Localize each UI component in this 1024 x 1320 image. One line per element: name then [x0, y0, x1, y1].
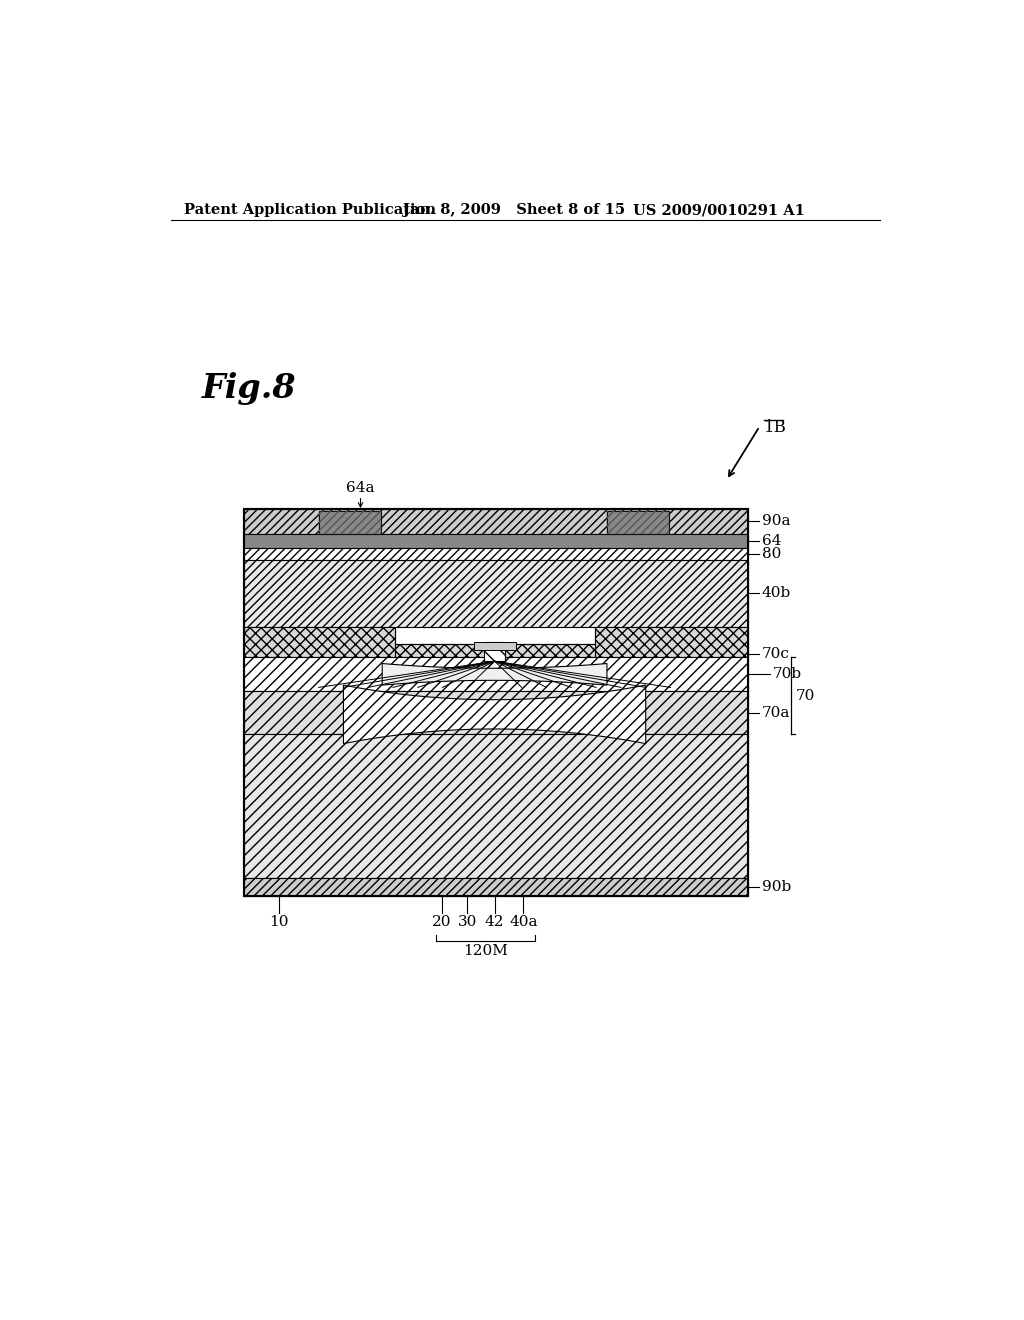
Text: Fig.8: Fig.8	[202, 372, 296, 405]
Bar	[245, 734, 748, 878]
Text: 20: 20	[432, 915, 452, 929]
Text: 40b: 40b	[762, 586, 792, 601]
Polygon shape	[343, 685, 646, 743]
Bar	[595, 627, 748, 657]
Bar	[483, 642, 506, 661]
Bar	[245, 692, 748, 734]
Text: Jan. 8, 2009   Sheet 8 of 15: Jan. 8, 2009 Sheet 8 of 15	[403, 203, 626, 216]
Bar	[245, 561, 748, 627]
Text: 64: 64	[762, 535, 781, 548]
Text: 80: 80	[762, 548, 781, 561]
Text: 1B: 1B	[764, 418, 786, 436]
Bar	[245, 627, 395, 657]
Bar	[318, 511, 381, 535]
Text: 42: 42	[484, 915, 505, 929]
Bar	[607, 511, 669, 535]
Bar	[245, 548, 748, 561]
Text: 40a: 40a	[509, 915, 538, 929]
Text: 70a: 70a	[762, 706, 791, 719]
Bar	[245, 508, 748, 896]
Bar	[245, 535, 748, 548]
Text: 120M: 120M	[463, 944, 508, 958]
Text: 90a: 90a	[762, 513, 791, 528]
Text: 70c: 70c	[762, 647, 790, 661]
Text: Patent Application Publication: Patent Application Publication	[183, 203, 436, 216]
Text: 90b: 90b	[762, 880, 792, 894]
Text: 70: 70	[796, 689, 815, 702]
Text: 70b: 70b	[773, 668, 802, 681]
Bar	[395, 644, 595, 657]
Bar	[318, 511, 381, 535]
Bar	[245, 508, 748, 535]
Bar	[245, 878, 748, 896]
Text: 64a: 64a	[346, 480, 375, 495]
Polygon shape	[382, 664, 607, 685]
Text: 30: 30	[458, 915, 477, 929]
Bar	[474, 642, 515, 649]
Bar	[607, 511, 669, 535]
Bar	[245, 657, 748, 692]
Bar	[245, 508, 748, 896]
Text: US 2009/0010291 A1: US 2009/0010291 A1	[633, 203, 805, 216]
Text: 10: 10	[269, 915, 289, 929]
